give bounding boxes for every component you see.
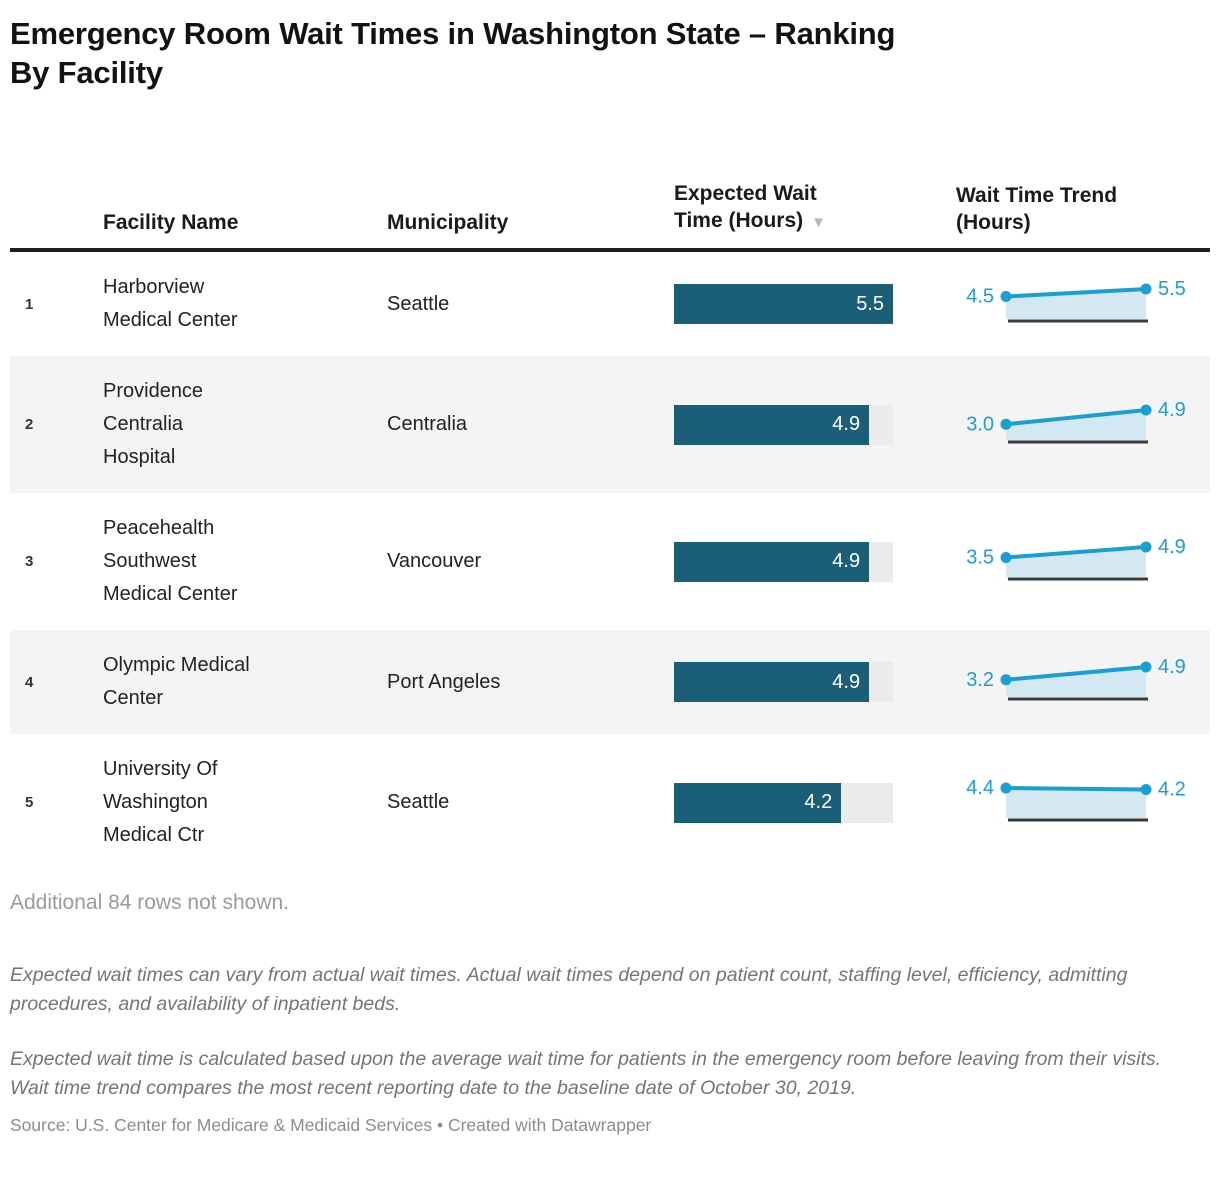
wait-bar-track: 4.9: [674, 541, 893, 582]
trend-line: [1005, 544, 1147, 559]
table-row: 2 Providence Centralia Hospital Centrali…: [10, 356, 1210, 493]
trend-sparkline-svg: 3.0 4.9: [966, 399, 1186, 443]
rank-cell: 1: [25, 295, 34, 313]
trend-end-label: 4.9: [1158, 656, 1186, 678]
sort-desc-icon: ▼: [811, 214, 826, 231]
trend-end-dot: [1140, 661, 1152, 673]
wait-bar-cell: 4.9: [674, 541, 956, 582]
trend-line: [1005, 287, 1147, 299]
table-row: 5 University Of Washington Medical Ctr S…: [10, 734, 1210, 871]
table-header-row: Facility Name Municipality Expected Wait…: [10, 180, 1210, 252]
municipality-cell: Port Angeles: [387, 670, 501, 693]
facility-cell: Olympic Medical Center: [103, 654, 250, 709]
trend-start-label: 4.4: [966, 777, 994, 799]
facility-cell: Providence Centralia Hospital: [103, 380, 204, 468]
column-header-trend: Wait Time Trend (Hours): [956, 184, 1118, 234]
trend-line: [1005, 785, 1147, 791]
wait-bar-track: 4.9: [674, 404, 893, 445]
trend-start-label: 3.0: [966, 413, 994, 435]
trend-sparkline: 4.4 4.2: [956, 775, 1210, 831]
footnote-2: Expected wait time is calculated based u…: [10, 1048, 1162, 1099]
trend-start-label: 4.5: [966, 286, 994, 308]
facility-cell: Harborview Medical Center: [103, 276, 238, 331]
trend-start-dot: [1000, 782, 1012, 793]
column-header-expected-wait[interactable]: Expected Wait Time (Hours) ▼: [674, 180, 956, 236]
table-row: 3 Peacehealth Southwest Medical Center V…: [10, 493, 1210, 630]
municipality-cell: Seattle: [387, 791, 450, 813]
wait-bar-value: 5.5: [856, 292, 884, 315]
trend-sparkline-svg: 4.4 4.2: [966, 777, 1186, 821]
trend-start-label: 3.2: [966, 669, 994, 691]
source-attribution: Source: U.S. Center for Medicare & Medic…: [10, 1115, 652, 1135]
municipality-cell: Vancouver: [387, 550, 482, 572]
table-row: 4 Olympic Medical Center Port Angeles 4.…: [10, 630, 1210, 734]
trend-area: [1006, 409, 1146, 440]
rows-not-shown-note: Additional 84 rows not shown.: [10, 891, 289, 914]
wait-bar: 4.2: [674, 782, 842, 823]
rank-cell: 2: [25, 416, 34, 433]
facility-cell: Peacehealth Southwest Medical Center: [103, 517, 238, 605]
wait-bar-value: 4.2: [804, 791, 833, 813]
municipality-cell: Seattle: [387, 292, 450, 315]
trend-sparkline: 3.5 4.9: [956, 534, 1210, 590]
wait-bar: 4.9: [674, 404, 870, 445]
trend-sparkline: 3.2 4.9: [956, 654, 1210, 710]
rank-cell: 3: [25, 553, 34, 570]
trend-start-dot: [1000, 418, 1012, 430]
trend-sparkline-svg: 3.2 4.9: [966, 656, 1186, 701]
trend-end-label: 4.2: [1158, 778, 1186, 800]
wait-bar-cell: 5.5: [674, 284, 956, 324]
trend-end-label: 4.9: [1158, 536, 1186, 558]
wait-bar: 5.5: [674, 284, 893, 324]
wait-bar-value: 4.9: [832, 413, 861, 435]
page-title: Emergency Room Wait Times in Washington …: [10, 16, 896, 90]
trend-area: [1006, 546, 1146, 577]
trend-line: [1005, 665, 1147, 682]
trend-sparkline: 4.5 5.5: [956, 276, 1210, 332]
facility-cell: University Of Washington Medical Ctr: [103, 758, 218, 846]
wait-bar-track: 5.5: [674, 284, 893, 324]
wait-bar-track: 4.9: [674, 662, 893, 702]
wait-bar-cell: 4.9: [674, 662, 956, 702]
column-header-municipality: Municipality: [387, 211, 509, 234]
trend-end-dot: [1140, 283, 1152, 295]
trend-start-dot: [1000, 291, 1012, 302]
trend-end-dot: [1140, 404, 1152, 415]
trend-sparkline-svg: 3.5 4.9: [966, 536, 1186, 580]
column-header-expected-wait-label: Expected Wait Time (Hours): [674, 182, 817, 232]
table-body: 1 Harborview Medical Center Seattle 5.5 …: [10, 252, 1210, 871]
rank-cell: 5: [25, 794, 34, 811]
trend-end-label: 5.5: [1158, 278, 1186, 300]
trend-start-dot: [1000, 674, 1012, 686]
trend-end-dot: [1140, 541, 1152, 552]
trend-sparkline: 3.0 4.9: [956, 397, 1210, 453]
trend-end-label: 4.9: [1158, 399, 1186, 421]
trend-line: [1005, 407, 1147, 426]
footnote-1: Expected wait times can vary from actual…: [10, 964, 1128, 1015]
trend-start-label: 3.5: [966, 546, 994, 568]
trend-sparkline-svg: 4.5 5.5: [966, 278, 1186, 323]
column-header-facility: Facility Name: [103, 211, 239, 234]
trend-start-dot: [1000, 551, 1012, 563]
trend-area: [1006, 667, 1146, 697]
wait-bar-cell: 4.2: [674, 782, 956, 823]
wait-bar-value: 4.9: [832, 550, 861, 572]
rank-cell: 4: [25, 673, 34, 691]
municipality-cell: Centralia: [387, 413, 468, 435]
table-row: 1 Harborview Medical Center Seattle 5.5 …: [10, 252, 1210, 356]
wait-bar-cell: 4.9: [674, 404, 956, 445]
wait-bar-track: 4.2: [674, 782, 893, 823]
wait-bar: 4.9: [674, 541, 870, 582]
trend-area: [1006, 787, 1146, 818]
trend-end-dot: [1140, 783, 1152, 795]
wait-bar: 4.9: [674, 662, 870, 702]
wait-bar-value: 4.9: [832, 670, 861, 693]
